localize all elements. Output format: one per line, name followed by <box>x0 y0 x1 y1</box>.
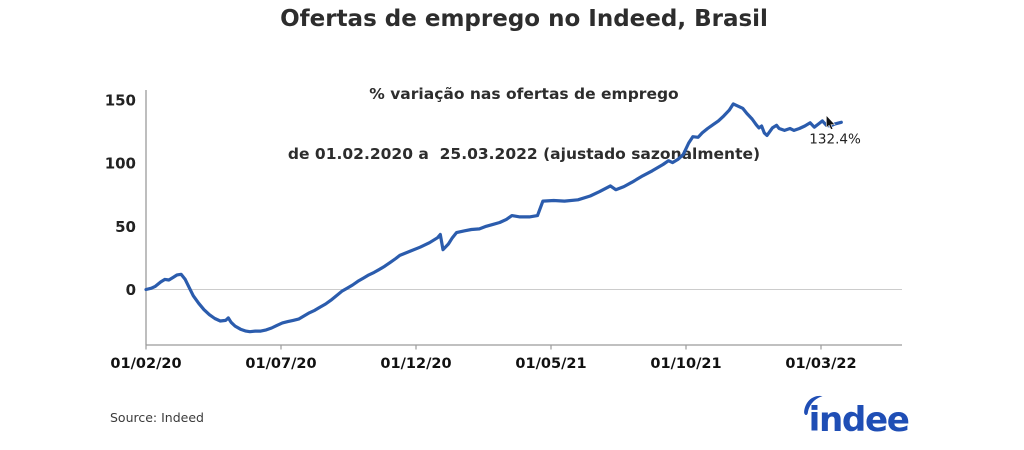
logo-swoosh-icon <box>804 395 823 416</box>
source-note: Source: Indeed <box>110 410 204 425</box>
y-tick-label: 100 <box>105 155 136 173</box>
chart-subtitle-line2: de 01.02.2020 a 25.03.2022 (ajustado saz… <box>287 145 761 163</box>
x-tick-label: 01/07/20 <box>245 356 316 372</box>
series-line <box>144 102 843 334</box>
y-tick-label: 0 <box>126 281 136 299</box>
indeed-logo: indeed <box>804 395 909 440</box>
y-tick-label: 50 <box>115 218 136 236</box>
y-tick-label: 150 <box>105 92 136 110</box>
x-axis-tick-labels: 01/02/20 01/07/20 01/12/20 01/05/21 01/10/21… <box>110 345 857 372</box>
mouse-cursor-icon <box>825 114 836 131</box>
chart-subtitle-line1: % variação nas ofertas de emprego <box>369 85 679 103</box>
y-axis-tick-labels: 150 100 50 0 <box>105 92 136 299</box>
x-tick-label: 01/10/21 <box>650 356 721 372</box>
end-value-label: 132.4% <box>809 131 861 147</box>
x-tick-label: 01/03/22 <box>785 356 856 372</box>
x-tick-label: 01/02/20 <box>110 356 181 372</box>
chart-subtitle: % variação nas ofertas de emprego de 01.… <box>24 44 1024 204</box>
logo-text: indeed <box>809 400 909 440</box>
chart-title: Ofertas de emprego no Indeed, Brasil <box>280 6 768 32</box>
x-tick-label: 01/12/20 <box>380 356 451 372</box>
x-tick-label: 01/05/21 <box>515 356 586 372</box>
